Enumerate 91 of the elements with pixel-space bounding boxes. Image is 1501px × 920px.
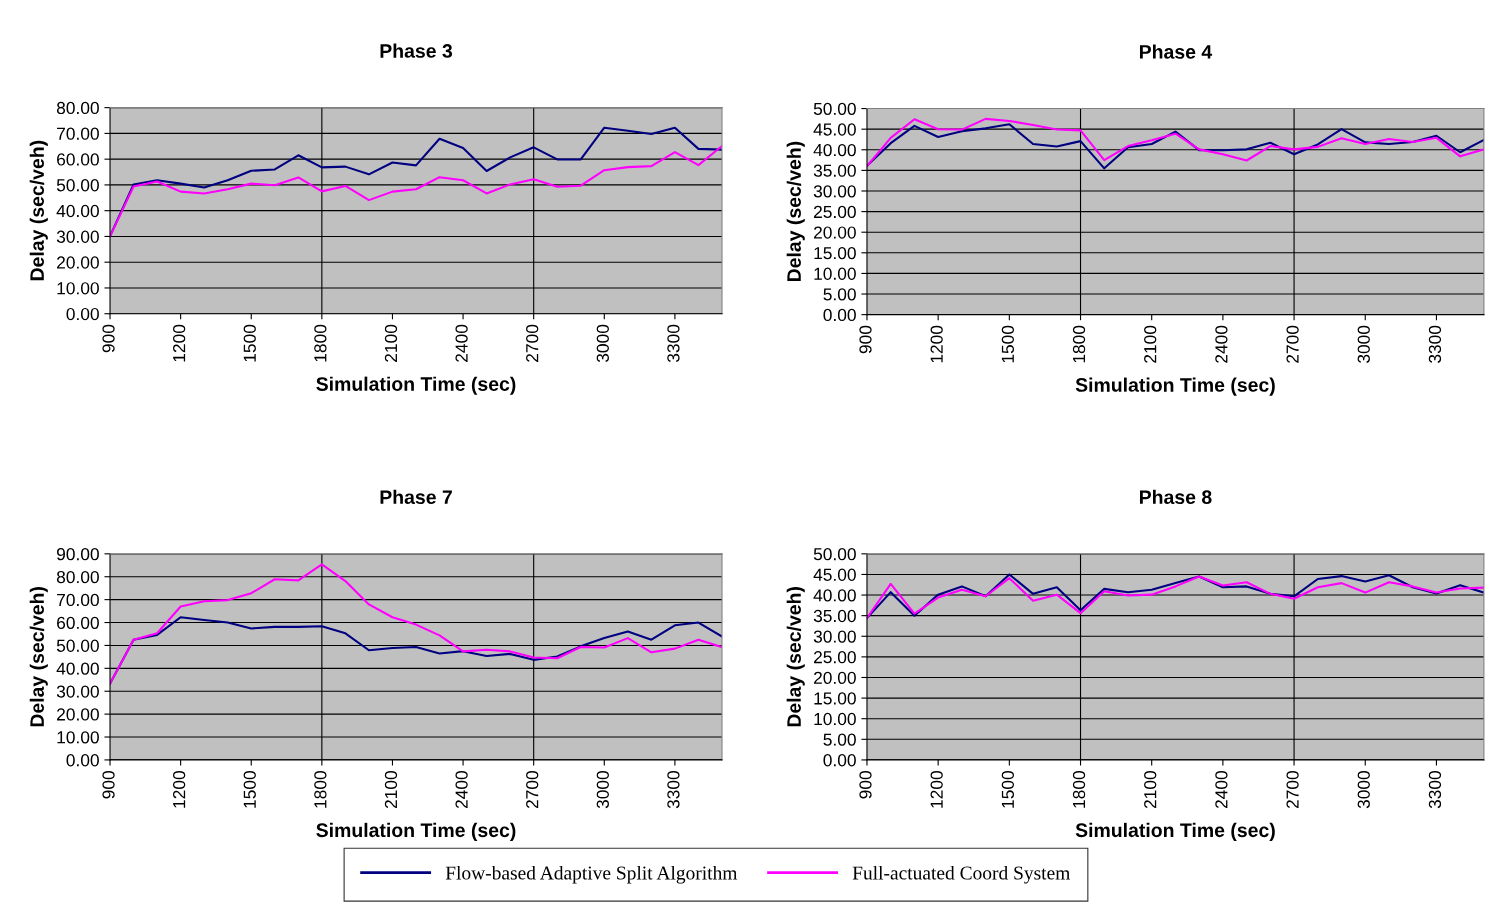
- x-axis-title: Simulation Time (sec): [316, 822, 516, 841]
- x-tick-label: 2100: [384, 324, 398, 362]
- y-tick-label: 40.00: [813, 589, 856, 602]
- x-axis-title: Simulation Time (sec): [1075, 377, 1275, 396]
- y-tick-label: 80.00: [56, 570, 99, 584]
- x-tick-label: 3000: [596, 324, 609, 363]
- y-tick-label: 20.00: [813, 671, 856, 684]
- y-tick-label: 30.00: [56, 230, 99, 243]
- y-tick-label: 35.00: [813, 164, 856, 177]
- y-tick-label: 15.00: [814, 246, 856, 260]
- x-tick-label: 1800: [1072, 771, 1086, 808]
- x-tick-label: 900: [859, 325, 872, 354]
- y-tick-label: 80.00: [56, 101, 99, 115]
- x-tick-label: 1800: [314, 324, 327, 362]
- chart-title: Phase 8: [1139, 489, 1212, 505]
- x-tick-label: 2700: [526, 771, 539, 809]
- y-axis-title: Delay (sec/veh): [29, 587, 48, 727]
- x-tick-label: 2400: [455, 771, 468, 809]
- y-tick-label: 0.00: [66, 307, 99, 321]
- y-tick-label: 20.00: [813, 226, 856, 239]
- legend-label: Full-actuated Coord System: [852, 865, 1071, 884]
- y-tick-label: 10.00: [57, 731, 99, 744]
- y-tick-label: 20.00: [57, 256, 99, 269]
- chart-title: Phase 7: [380, 489, 452, 505]
- x-tick-label: 1500: [1001, 771, 1014, 808]
- y-tick-label: 70.00: [57, 593, 99, 607]
- x-tick-label: 2400: [1215, 325, 1228, 363]
- x-tick-label: 1200: [930, 325, 943, 363]
- y-tick-label: 90.00: [56, 548, 99, 561]
- x-tick-label: 3300: [667, 324, 680, 363]
- x-tick-label: 900: [102, 324, 115, 353]
- legend-label: Flow-based Adaptive Split Algorithm: [445, 865, 738, 884]
- x-tick-label: 1500: [243, 324, 256, 362]
- y-tick-label: 40.00: [56, 204, 99, 218]
- y-tick-label: 0.00: [823, 754, 856, 767]
- x-tick-label: 1800: [314, 771, 327, 808]
- x-tick-label: 2700: [526, 324, 539, 362]
- x-tick-label: 1200: [173, 771, 186, 808]
- y-tick-label: 10.00: [57, 282, 99, 295]
- x-tick-label: 1200: [173, 324, 186, 362]
- x-tick-label: 3300: [1428, 771, 1442, 809]
- y-tick-label: 25.00: [813, 651, 856, 664]
- y-tick-label: 70.00: [57, 127, 99, 140]
- y-tick-label: 15.00: [814, 692, 856, 705]
- y-axis-title: Delay (sec/veh): [786, 587, 805, 727]
- x-tick-label: 3000: [1357, 325, 1370, 364]
- x-tick-label: 1500: [243, 771, 256, 808]
- y-tick-label: 60.00: [57, 153, 99, 166]
- x-tick-label: 2700: [1286, 325, 1299, 363]
- y-tick-label: 20.00: [57, 708, 99, 721]
- x-tick-label: 1800: [1072, 325, 1086, 363]
- x-tick-label: 2400: [455, 324, 468, 362]
- x-tick-label: 2100: [1144, 325, 1157, 363]
- y-tick-label: 10.00: [814, 712, 856, 726]
- y-tick-label: 30.00: [56, 685, 99, 698]
- x-tick-label: 2100: [384, 771, 398, 809]
- y-tick-label: 5.00: [823, 733, 856, 746]
- x-tick-label: 2100: [1144, 771, 1157, 809]
- y-tick-label: 0.00: [823, 308, 856, 322]
- x-tick-label: 2700: [1286, 771, 1299, 809]
- y-tick-label: 25.00: [813, 205, 856, 219]
- y-tick-label: 45.00: [813, 123, 856, 136]
- x-tick-label: 900: [102, 771, 115, 799]
- x-tick-label: 3000: [1357, 771, 1370, 809]
- y-tick-label: 40.00: [56, 662, 99, 675]
- y-tick-label: 50.00: [56, 179, 99, 192]
- y-tick-label: 40.00: [813, 143, 856, 157]
- y-tick-label: 5.00: [823, 288, 856, 301]
- y-tick-label: 50.00: [813, 548, 856, 561]
- x-tick-label: 3300: [667, 771, 680, 809]
- y-axis-title: Delay (sec/veh): [786, 141, 805, 282]
- y-tick-label: 10.00: [814, 267, 856, 280]
- x-tick-label: 1200: [930, 771, 943, 808]
- chart-title: Phase 3: [380, 43, 453, 58]
- x-tick-label: 3300: [1428, 325, 1442, 364]
- x-axis-title: Simulation Time (sec): [1075, 822, 1275, 841]
- x-tick-label: 3000: [596, 771, 609, 809]
- y-tick-label: 35.00: [813, 609, 856, 623]
- y-tick-label: 50.00: [56, 639, 99, 652]
- x-axis-title: Simulation Time (sec): [316, 376, 516, 395]
- y-tick-label: 45.00: [813, 568, 856, 581]
- y-tick-label: 0.00: [66, 754, 99, 767]
- y-tick-label: 60.00: [57, 616, 99, 629]
- y-tick-label: 50.00: [813, 102, 856, 116]
- y-tick-label: 30.00: [813, 185, 856, 198]
- x-tick-label: 1500: [1001, 325, 1014, 363]
- x-tick-label: 2400: [1215, 771, 1228, 809]
- chart-title: Phase 4: [1139, 44, 1213, 59]
- y-tick-label: 30.00: [813, 630, 856, 643]
- x-tick-label: 900: [859, 771, 872, 799]
- y-axis-title: Delay (sec/veh): [29, 140, 48, 281]
